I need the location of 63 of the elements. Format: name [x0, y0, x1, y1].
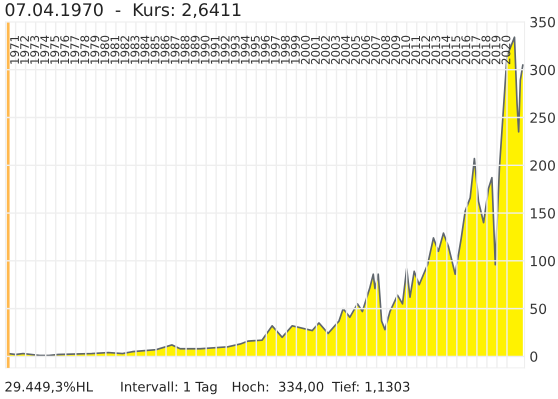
x-tick-label: 1973	[30, 36, 40, 64]
x-tick-label: 1982	[120, 36, 130, 64]
x-tick-label: 1971	[10, 36, 20, 64]
x-tick-label: 1972	[20, 36, 30, 64]
x-tick-label: 1988	[180, 36, 190, 64]
x-tick-label: 1980	[100, 36, 110, 64]
x-tick-label: 2018	[481, 36, 490, 64]
x-tick-label: 1987	[170, 36, 180, 64]
x-tick-label: 2019	[491, 36, 500, 64]
x-tick-label: 1986	[160, 36, 170, 64]
text: Hoch: 334,00	[232, 381, 324, 393]
text: Intervall: 1 Tag	[121, 381, 217, 394]
text: 29.449,3%HL	[5, 382, 93, 393]
x-tick-label: 1981	[110, 36, 120, 64]
x-tick-label: 1977	[70, 36, 80, 64]
x-tick-label: 2016	[461, 36, 470, 64]
x-tick-label: 2009	[391, 36, 400, 64]
x-tick-label: 2020	[501, 36, 510, 64]
x-tick-label: 2015	[451, 36, 460, 64]
x-tick-label: 2003	[331, 36, 340, 64]
y-tick-label: 100	[530, 256, 555, 266]
x-tick-label: 2000	[300, 36, 310, 64]
y-tick-label: 50	[530, 304, 546, 314]
x-tick-label: 2013	[431, 36, 440, 64]
y-tick-label: 250	[530, 112, 555, 123]
x-tick-label: 1995	[250, 36, 260, 64]
x-tick-label: 2004	[341, 36, 350, 64]
x-tick-label: 2001	[310, 36, 320, 64]
x-tick-label: 1992	[220, 36, 230, 64]
x-tick-label: 1990	[200, 36, 210, 64]
y-tick-label: 0	[530, 351, 538, 362]
x-tick-label: 1997	[270, 36, 280, 64]
x-tick-label: 2002	[320, 36, 330, 64]
x-tick-label: 2006	[361, 36, 370, 64]
text: Tief: 1,1303	[332, 381, 410, 393]
x-tick-label: 2010	[401, 36, 410, 64]
y-tick-label: 350	[530, 16, 555, 28]
x-tick-label: 1975	[50, 36, 60, 64]
y-tick-label: 150	[530, 208, 555, 219]
x-tick-label: 1994	[240, 36, 250, 64]
y-tick-label: 300	[530, 64, 555, 76]
chart-title: 07.04.1970 - Kurs: 2,6411	[6, 3, 240, 18]
x-tick-label: 1976	[60, 36, 70, 64]
x-tick-label: 1999	[290, 36, 300, 64]
x-tick-label: 1993	[230, 36, 240, 64]
x-tick-label: 2007	[371, 36, 380, 64]
x-tick-label: 2008	[381, 36, 390, 64]
x-tick-label: 1978	[80, 36, 90, 64]
x-tick-label: 1984	[140, 36, 150, 64]
x-tick-label: 1979	[90, 36, 100, 64]
y-tick-label: 200	[530, 160, 555, 171]
x-tick-label: 1991	[210, 36, 220, 64]
x-tick-label: 2011	[411, 36, 420, 64]
x-tick-label: 2014	[441, 36, 450, 64]
x-tick-label: 1996	[260, 36, 270, 64]
x-tick-label: 2012	[421, 36, 430, 64]
x-tick-label: 2017	[471, 36, 480, 64]
x-tick-label: 1989	[190, 36, 200, 64]
x-tick-label: 1998	[280, 36, 290, 64]
x-tick-label: 1974	[40, 36, 50, 64]
x-tick-label: 1983	[130, 36, 140, 64]
x-tick-label: 2005	[351, 36, 360, 64]
x-tick-label: 1985	[150, 36, 160, 64]
